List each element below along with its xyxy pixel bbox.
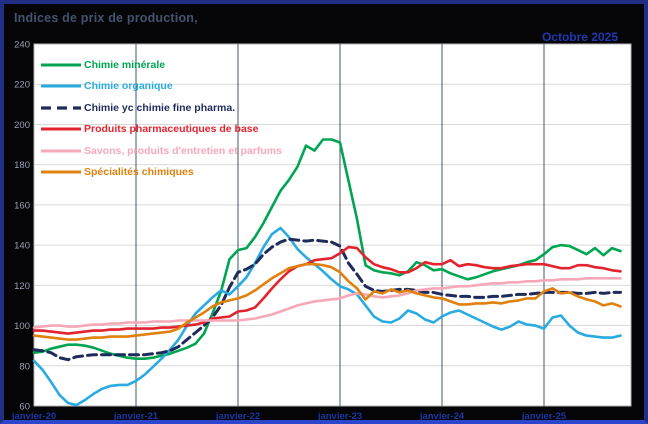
legend-item-4: Savons, produits d'entretien et parfums xyxy=(40,140,282,162)
chart-legend: Chimie minérale Chimie organique Chimie yc… xyxy=(40,54,282,183)
legend-item-1: Chimie organique xyxy=(40,76,282,98)
series-line-5 xyxy=(32,262,622,341)
period-label: Octobre 2025 xyxy=(541,30,618,44)
legend-line-swatch-0 xyxy=(41,63,81,67)
legend-line-swatch-5 xyxy=(41,170,81,174)
x-tick-label-janvier-22: janvier-22 xyxy=(215,411,260,422)
y-tick-label-200: 200 xyxy=(14,120,30,131)
series-line-1 xyxy=(32,226,622,407)
legend-line-swatch-1 xyxy=(41,84,81,88)
legend-label-5: Spécialités chimiques xyxy=(84,166,194,179)
series-line-2 xyxy=(32,237,622,362)
y-tick-label-220: 220 xyxy=(14,80,30,91)
legend-item-2: Chimie yc chimie fine pharma. xyxy=(40,97,282,119)
legend-item-3: Produits pharmaceutiques de base xyxy=(40,119,282,141)
y-tick-label-80: 80 xyxy=(19,361,30,372)
y-tick-label-100: 100 xyxy=(14,321,30,332)
legend-label-1: Chimie organique xyxy=(84,80,173,93)
y-tick-label-160: 160 xyxy=(14,200,30,211)
x-tick-label-janvier-25: janvier-25 xyxy=(521,411,567,422)
y-tick-label-240: 240 xyxy=(14,40,30,51)
x-tick-label-janvier-23: janvier-23 xyxy=(317,411,362,422)
y-tick-label-60: 60 xyxy=(19,402,30,413)
legend-item-0: Chimie minérale xyxy=(40,54,282,76)
x-tick-label-janvier-21: janvier-21 xyxy=(113,411,159,422)
series-line-4 xyxy=(32,276,622,329)
legend-line-swatch-3 xyxy=(41,127,81,131)
legend-label-3: Produits pharmaceutiques de base xyxy=(84,123,259,136)
legend-label-2: Chimie yc chimie fine pharma. xyxy=(84,101,236,114)
chart-title: Indices de prix de production, xyxy=(14,11,198,25)
y-tick-label-120: 120 xyxy=(14,281,30,292)
y-tick-label-140: 140 xyxy=(14,241,30,252)
line-chart: 60 80 100 120 140 160 180 200 220 240 janvier-20 ja… xyxy=(11,40,632,422)
series-line-3 xyxy=(32,245,622,335)
plot-area xyxy=(33,43,632,407)
legend-item-5: Spécialités chimiques xyxy=(40,162,282,184)
legend-label-4: Savons, produits d'entretien et parfums xyxy=(84,144,282,157)
legend-line-swatch-4 xyxy=(41,149,81,153)
x-tick-label-janvier-20: janvier-20 xyxy=(11,411,56,422)
x-tick-label-janvier-24: janvier-24 xyxy=(419,411,465,422)
y-tick-label-180: 180 xyxy=(14,160,30,171)
legend-label-0: Chimie minérale xyxy=(84,58,166,71)
legend-line-swatch-2 xyxy=(41,106,81,110)
